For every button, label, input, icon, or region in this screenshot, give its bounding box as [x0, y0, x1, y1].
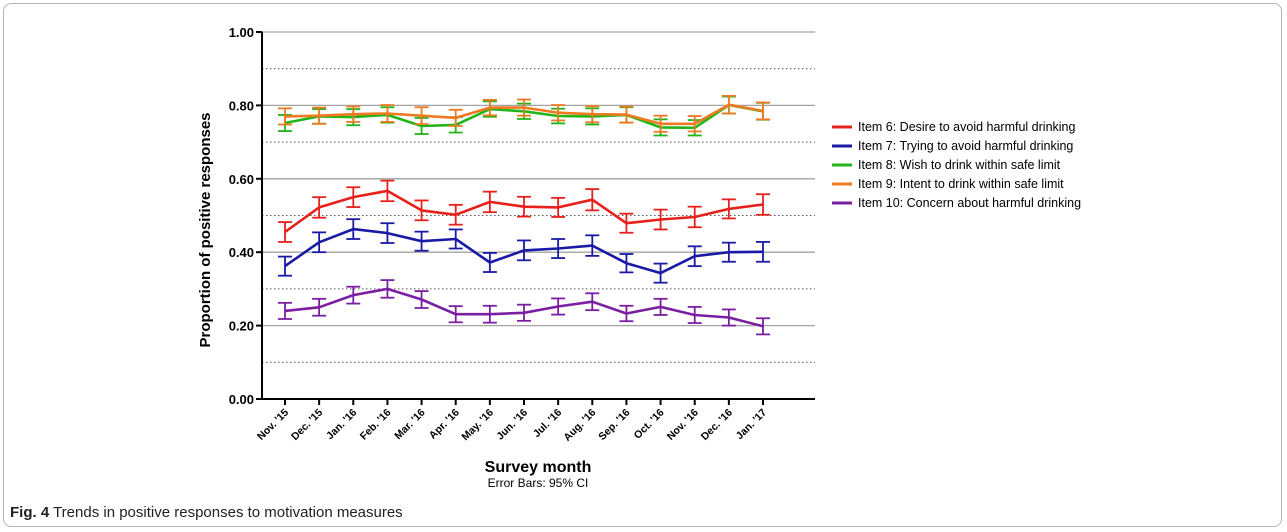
y-tick-label: 0.60: [229, 172, 254, 187]
series-item-6: [278, 179, 770, 243]
x-tick-label: Aug. '16: [561, 407, 598, 444]
series-line: [284, 227, 764, 275]
series-item-7: [278, 218, 770, 284]
legend-label: Item 8: Wish to drink within safe limit: [858, 158, 1061, 172]
x-tick-label: Oct. '16: [632, 407, 667, 442]
figure-frame: [3, 3, 1282, 527]
x-tick-label: Mar. '16: [392, 407, 428, 443]
legend: Item 6: Desire to avoid harmful drinking…: [832, 120, 1081, 210]
y-tick-label: 1.00: [229, 25, 254, 40]
x-tick-label: Jan. '16: [324, 407, 360, 443]
x-tick-label: Nov. '15: [255, 407, 291, 443]
gridlines: [262, 31, 815, 363]
x-tick-label: May. '16: [459, 407, 496, 444]
x-axis-title: Survey month: [485, 459, 592, 476]
x-tick-label: Jan. '17: [734, 407, 770, 443]
x-tick-label: Sep. '16: [596, 407, 632, 443]
series-line: [284, 287, 764, 328]
figure-caption: Fig. 4 Trends in positive responses to m…: [10, 504, 403, 521]
figure-caption-text: Trends in positive responses to motivati…: [53, 504, 403, 521]
legend-label: Item 10: Concern about harmful drinking: [858, 196, 1081, 210]
series-item-10: [278, 279, 770, 336]
legend-label: Item 9: Intent to drink within safe limi…: [858, 177, 1064, 191]
figure-number: Fig. 4: [10, 504, 50, 521]
legend-label: Item 7: Trying to avoid harmful drinking: [858, 139, 1073, 153]
series-group: [278, 94, 770, 336]
x-tick-label: Apr. '16: [427, 407, 462, 442]
y-tick-label: 0.00: [229, 392, 254, 407]
x-tick-label: Dec. '16: [699, 407, 735, 443]
x-tick-label: Feb. '16: [358, 407, 394, 443]
series-item-9: [278, 94, 770, 133]
x-tick-label: Jul. '16: [531, 407, 564, 440]
x-tick-label: Nov. '16: [665, 407, 701, 443]
x-tick-label: Dec. '15: [289, 407, 325, 443]
y-axis-title: Proportion of positive responses: [197, 112, 214, 347]
x-axis-subtitle: Error Bars: 95% CI: [488, 476, 589, 490]
x-tick-label: Jun. '16: [494, 407, 530, 443]
legend-label: Item 6: Desire to avoid harmful drinking: [858, 120, 1076, 134]
series-line: [284, 189, 764, 234]
y-tick-label: 0.80: [229, 98, 254, 113]
y-tick-label: 0.40: [229, 245, 254, 260]
series-line: [284, 103, 764, 126]
y-tick-label: 0.20: [229, 319, 254, 334]
